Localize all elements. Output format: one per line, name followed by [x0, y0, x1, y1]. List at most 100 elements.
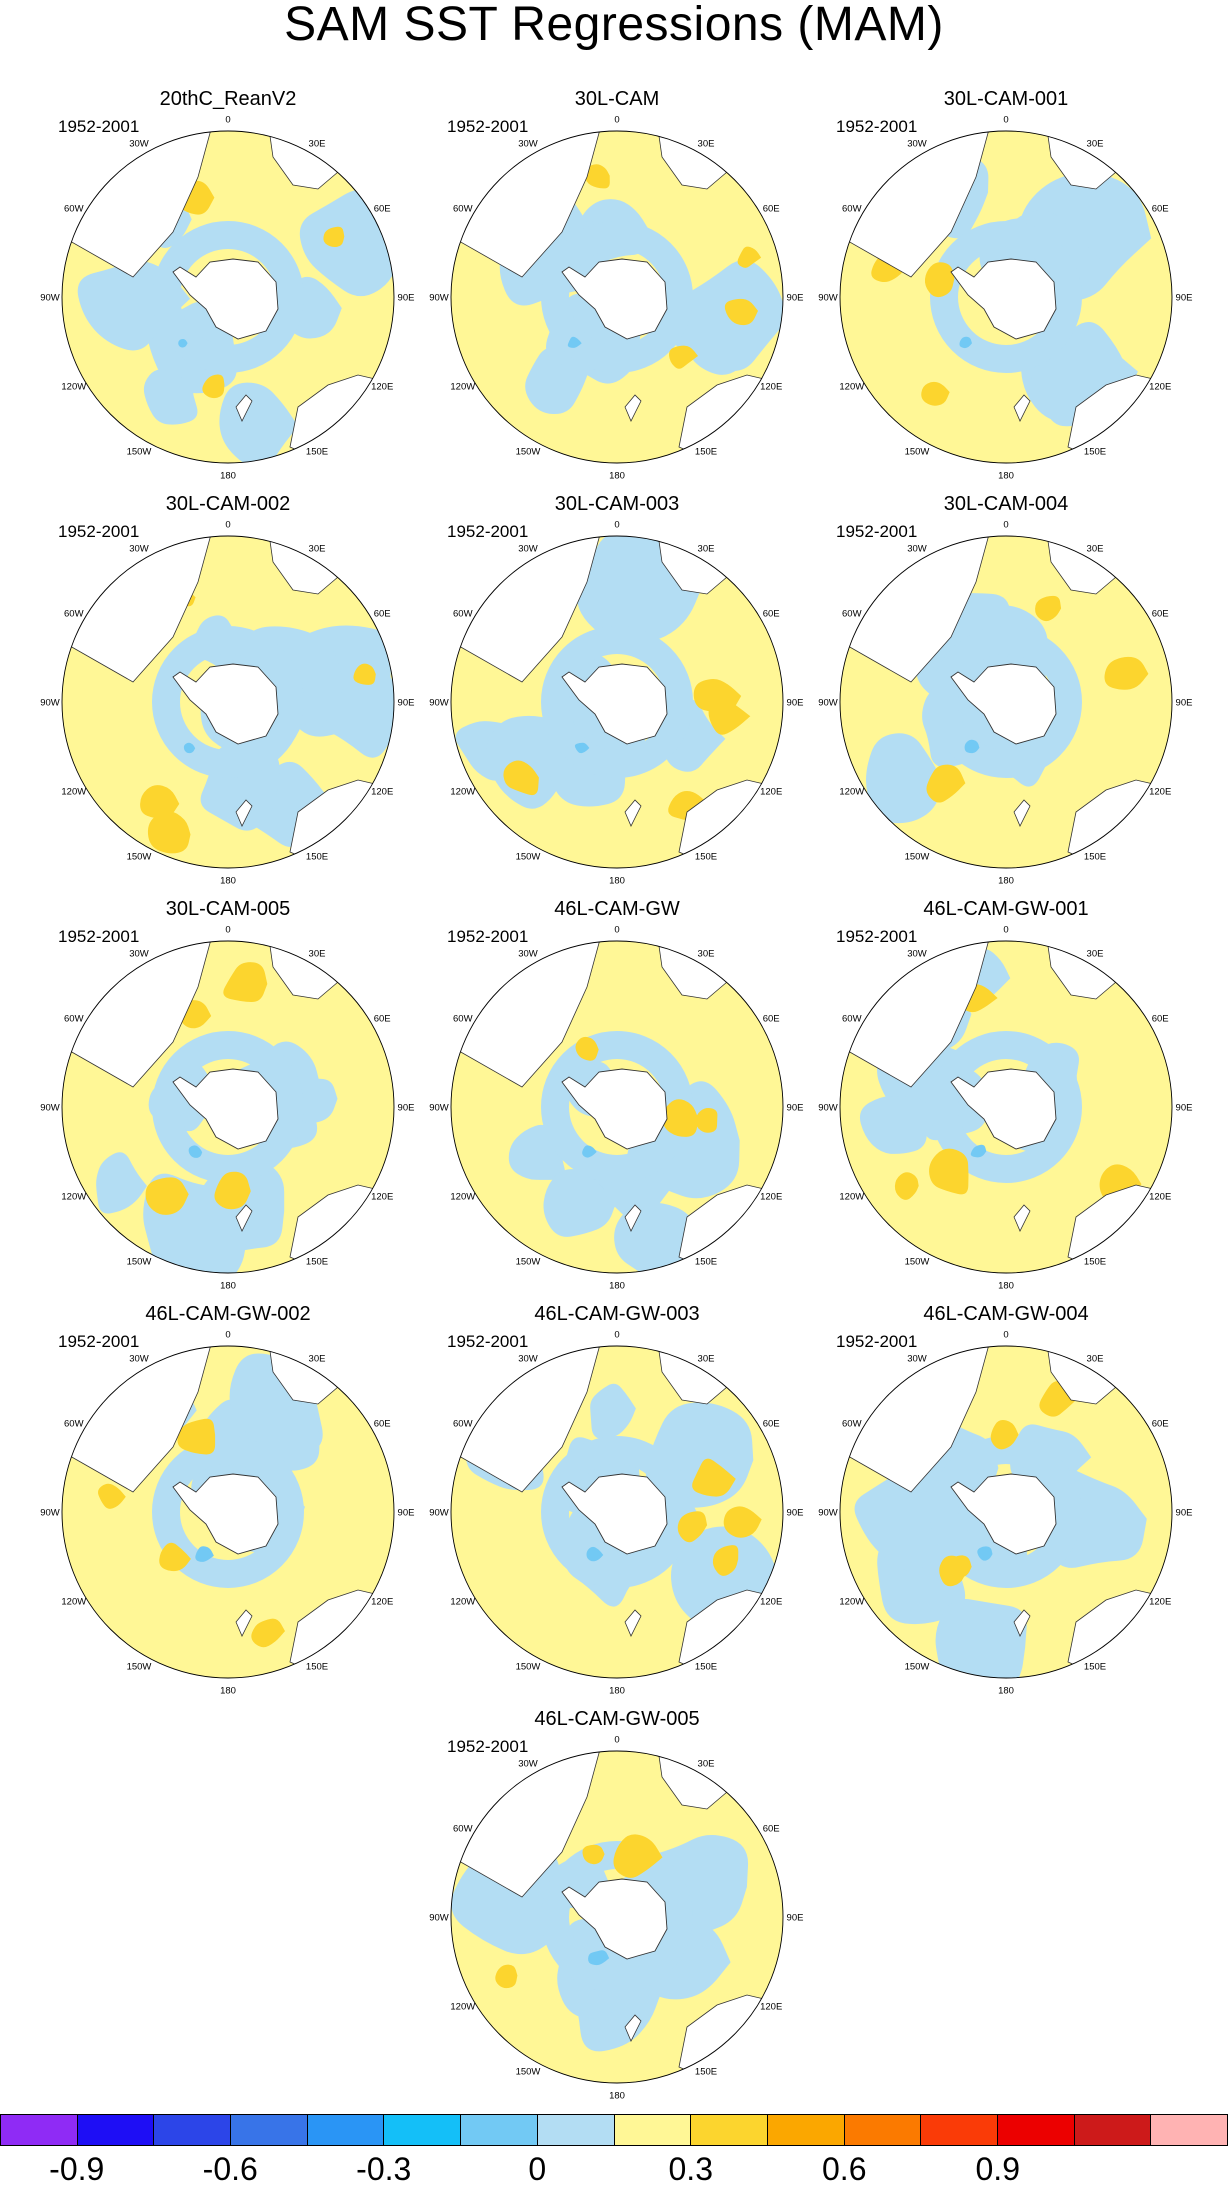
- longitude-label: 90W: [818, 293, 838, 304]
- longitude-label: 90E: [787, 1508, 804, 1519]
- longitude-label: 150E: [306, 447, 328, 458]
- longitude-label: 60W: [453, 204, 473, 215]
- longitude-label: 90E: [1176, 698, 1193, 709]
- longitude-label: 180: [220, 1686, 236, 1697]
- colorbar-swatch: [690, 2114, 767, 2146]
- longitude-label: 30E: [1087, 1353, 1104, 1364]
- longitude-label: 150W: [516, 852, 541, 863]
- longitude-label: 90W: [429, 1103, 449, 1114]
- longitude-label: 120E: [1149, 382, 1171, 393]
- longitude-label: 60E: [1152, 609, 1169, 620]
- longitude-label: 60E: [763, 609, 780, 620]
- panel-title: 30L-CAM-002: [165, 493, 291, 515]
- longitude-label: 120E: [371, 382, 393, 393]
- panel-period: 1952-2001: [58, 522, 140, 541]
- map-panel: 30L-CAM-003 1952-2001 0 30E 60E 90E 120E 150E 18…: [429, 493, 803, 887]
- longitude-label: 120W: [839, 1192, 864, 1203]
- longitude-label: 120W: [61, 1192, 86, 1203]
- panel-title: 46L-CAM-GW-001: [923, 898, 1089, 920]
- longitude-label: 60E: [763, 1824, 780, 1835]
- colorbar-swatch: [1073, 2114, 1151, 2146]
- panel-period: 1952-2001: [836, 1332, 918, 1351]
- colorbar-tick-label: 0.3: [668, 2151, 713, 2187]
- longitude-label: 120E: [760, 1192, 782, 1203]
- longitude-label: 30W: [907, 138, 927, 149]
- longitude-label: 90W: [429, 698, 449, 709]
- map-panel: 30L-CAM-002 1952-2001 0 30E 60E 90E 120E 150E 18…: [40, 493, 414, 887]
- panel-period: 1952-2001: [836, 927, 918, 946]
- longitude-label: 90W: [429, 293, 449, 304]
- longitude-label: 60E: [763, 1014, 780, 1025]
- longitude-label: 90W: [429, 1508, 449, 1519]
- longitude-label: 120E: [371, 787, 393, 798]
- longitude-label: 30E: [1087, 138, 1104, 149]
- longitude-label: 60E: [374, 609, 391, 620]
- longitude-label: 120E: [371, 1192, 393, 1203]
- longitude-label: 60W: [842, 609, 862, 620]
- colorbar-swatch: [536, 2114, 614, 2146]
- colorbar-swatch: [76, 2114, 154, 2146]
- longitude-label: 120E: [1149, 787, 1171, 798]
- panel-period: 1952-2001: [58, 927, 140, 946]
- longitude-label: 150E: [695, 447, 717, 458]
- colorbar-swatch: [766, 2114, 844, 2146]
- longitude-label: 120E: [760, 382, 782, 393]
- longitude-label: 120W: [839, 382, 864, 393]
- map-panel: 30L-CAM 1952-2001 0 30E 60E 90E 120E 150E 180 150…: [429, 88, 803, 482]
- colorbar: -0.9 -0.6 -0.3 0 0.3 0.6 0.9: [0, 2114, 1228, 2186]
- longitude-label: 120W: [839, 1597, 864, 1608]
- longitude-label: 30E: [309, 948, 326, 959]
- longitude-label: 90W: [40, 1508, 60, 1519]
- longitude-label: 150E: [695, 1257, 717, 1268]
- longitude-label: 30E: [698, 1353, 715, 1364]
- colorbar-swatch: [843, 2114, 921, 2146]
- colorbar-swatch: [460, 2114, 537, 2146]
- longitude-label: 60E: [1152, 1419, 1169, 1430]
- longitude-label: 150E: [1084, 447, 1106, 458]
- panel-period: 1952-2001: [447, 927, 529, 946]
- panel-period: 1952-2001: [836, 522, 918, 541]
- map-panel: 20thC_ReanV2 1952-2001 0 30E 60E 90E 120E 150E 1…: [40, 88, 414, 482]
- longitude-label: 30E: [1087, 543, 1104, 554]
- colorbar-swatch: [1150, 2114, 1228, 2146]
- longitude-label: 150W: [516, 447, 541, 458]
- map-panel: 46L-CAM-GW 1952-2001 0 30E 60E 90E 120E 150E 180…: [429, 898, 803, 1292]
- longitude-label: 30W: [129, 1353, 149, 1364]
- longitude-label: 90E: [787, 1913, 804, 1924]
- longitude-label: 150E: [1084, 1662, 1106, 1673]
- longitude-label: 150W: [905, 1662, 930, 1673]
- longitude-label: 90E: [787, 698, 804, 709]
- longitude-label: 180: [998, 1686, 1014, 1697]
- polar-map: 0 30E 60E 90E 120E 150E 180 150W 120W 90W 60W 30W: [40, 1330, 414, 1697]
- panel-title: 46L-CAM-GW-004: [923, 1303, 1089, 1325]
- longitude-label: 60E: [1152, 1014, 1169, 1025]
- longitude-label: 150W: [905, 447, 930, 458]
- polar-map: 0 30E 60E 90E 120E 150E 180 150W 120W 90W 60W 30W: [818, 925, 1192, 1292]
- longitude-label: 120W: [450, 382, 475, 393]
- longitude-label: 90W: [429, 1913, 449, 1924]
- polar-map: 0 30E 60E 90E 120E 150E 180 150W 120W 90W 60W 30W: [40, 520, 414, 887]
- longitude-label: 60E: [374, 204, 391, 215]
- longitude-label: 30E: [309, 1353, 326, 1364]
- longitude-label: 30W: [518, 1353, 538, 1364]
- map-panel: 30L-CAM-005 1952-2001 0 30E 60E 90E 120E 150E 18…: [40, 898, 414, 1292]
- panel-title: 46L-CAM-GW-005: [534, 1708, 700, 1730]
- longitude-label: 30E: [309, 543, 326, 554]
- panel-period: 1952-2001: [447, 1332, 529, 1351]
- longitude-label: 150E: [1084, 852, 1106, 863]
- longitude-label: 90E: [398, 698, 415, 709]
- longitude-label: 30E: [698, 543, 715, 554]
- panel-title: 30L-CAM-003: [554, 493, 680, 515]
- longitude-label: 60W: [842, 204, 862, 215]
- longitude-label: 60W: [842, 1419, 862, 1430]
- longitude-label: 120W: [61, 382, 86, 393]
- longitude-label: 180: [998, 471, 1014, 482]
- longitude-label: 0: [614, 115, 619, 126]
- longitude-label: 90E: [1176, 293, 1193, 304]
- longitude-label: 90W: [40, 698, 60, 709]
- longitude-label: 150W: [127, 447, 152, 458]
- longitude-label: 150W: [516, 2067, 541, 2078]
- colorbar-swatch: [153, 2114, 231, 2146]
- panel-period: 1952-2001: [836, 117, 918, 136]
- longitude-label: 90E: [1176, 1508, 1193, 1519]
